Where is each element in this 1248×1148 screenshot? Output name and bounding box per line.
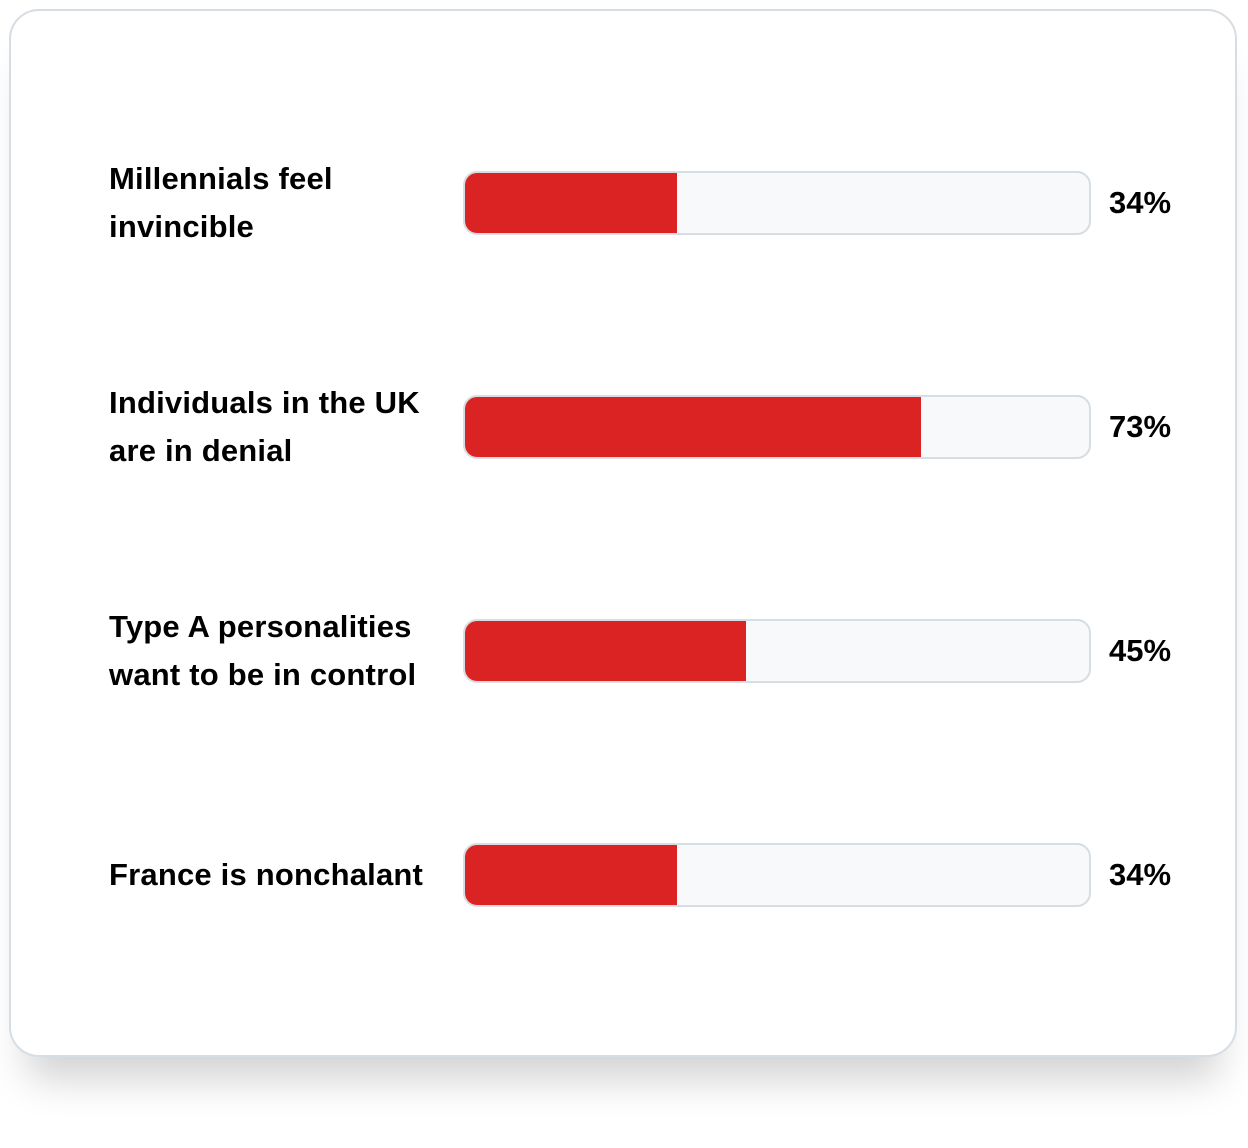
- bar-row: Millennials feel invincible 34%: [11, 143, 1235, 263]
- bar-value-label: 34%: [1109, 185, 1172, 220]
- chart-card: Millennials feel invincible 34% Individu…: [9, 9, 1237, 1057]
- bar-value-label: 34%: [1109, 857, 1172, 892]
- bar-track: [463, 171, 1091, 235]
- bar-value-label: 45%: [1109, 633, 1172, 668]
- bar-label: Individuals in the UK are in denial: [109, 385, 420, 468]
- bar-fill: [465, 621, 746, 681]
- bar-track: [463, 395, 1091, 459]
- bar-track: [463, 619, 1091, 683]
- bar-fill: [465, 397, 921, 457]
- bar-track: [463, 843, 1091, 907]
- bar-label: Type A personalities want to be in contr…: [109, 609, 417, 692]
- bar-row: Type A personalities want to be in contr…: [11, 591, 1235, 711]
- bar-fill: [465, 845, 677, 905]
- bar-label: Millennials feel invincible: [109, 161, 333, 244]
- bar-label: France is nonchalant: [109, 857, 424, 892]
- bar-row: Individuals in the UK are in denial 73%: [11, 367, 1235, 487]
- bar-fill: [465, 173, 677, 233]
- bar-row: France is nonchalant 34%: [11, 815, 1235, 935]
- bar-value-label: 73%: [1109, 409, 1172, 444]
